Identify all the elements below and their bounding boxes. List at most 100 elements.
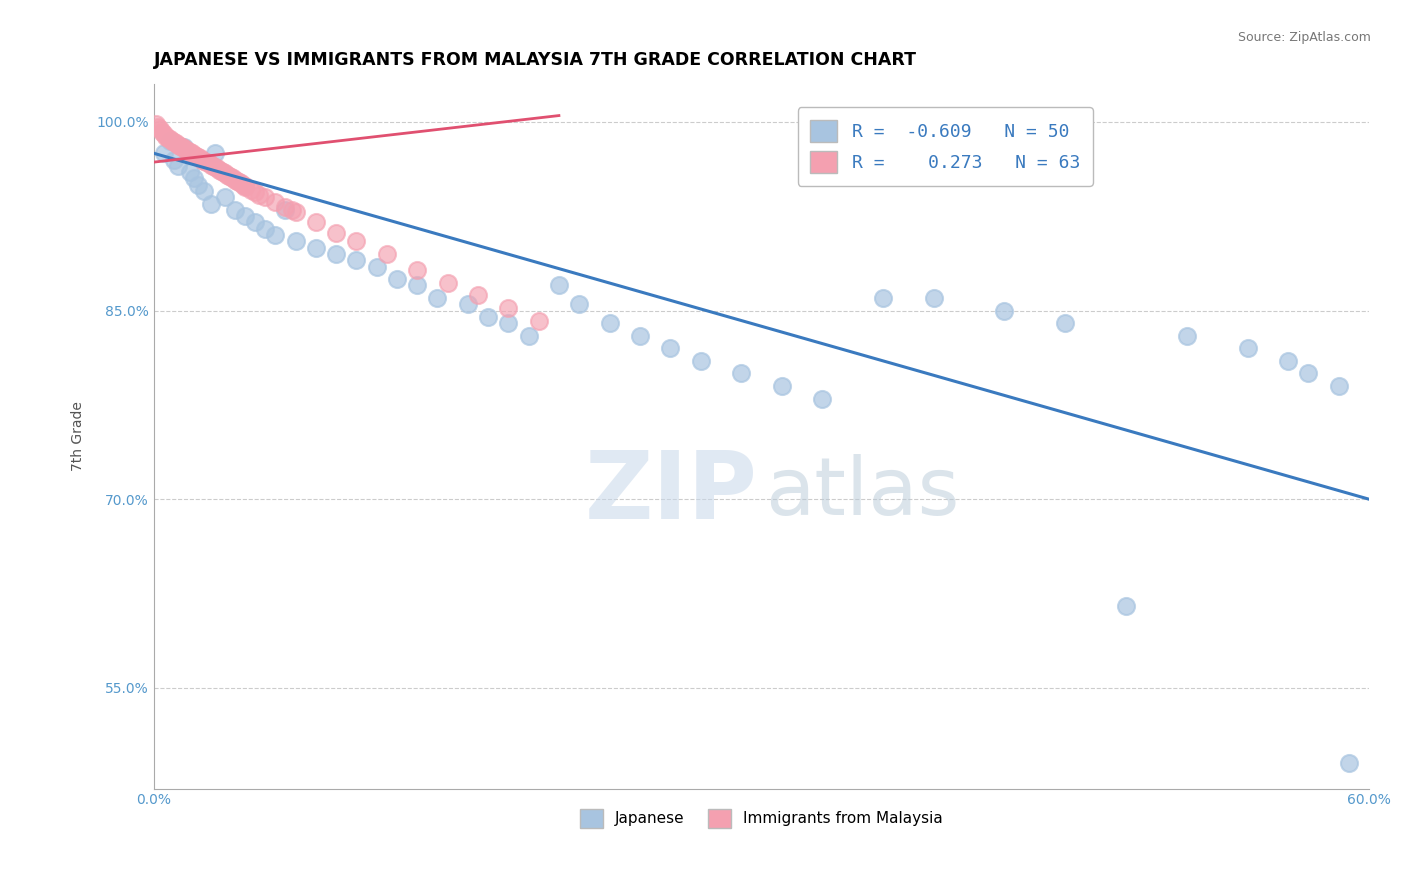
Point <box>628 328 651 343</box>
Point <box>325 247 347 261</box>
Point <box>169 138 191 153</box>
Text: atlas: atlas <box>765 454 959 532</box>
Point <box>689 354 711 368</box>
Point <box>149 122 172 136</box>
Point <box>187 150 209 164</box>
Text: ZIP: ZIP <box>585 447 758 539</box>
Point <box>204 160 226 174</box>
Point <box>173 141 195 155</box>
Point <box>165 136 187 151</box>
Point <box>1115 599 1137 614</box>
Point <box>477 310 499 324</box>
Point <box>457 297 479 311</box>
Point <box>247 187 270 202</box>
Point <box>179 165 201 179</box>
Point <box>1277 354 1299 368</box>
Point <box>172 140 194 154</box>
Point <box>167 137 190 152</box>
Point <box>205 161 228 176</box>
Point <box>233 180 256 194</box>
Point <box>548 278 571 293</box>
Point <box>174 143 197 157</box>
Point <box>146 120 169 134</box>
Y-axis label: 7th Grade: 7th Grade <box>72 401 86 471</box>
Point <box>200 196 222 211</box>
Point <box>159 134 181 148</box>
Point <box>243 215 266 229</box>
Point <box>214 190 236 204</box>
Text: Source: ZipAtlas.com: Source: ZipAtlas.com <box>1237 31 1371 45</box>
Point <box>770 379 793 393</box>
Point <box>232 178 254 192</box>
Point <box>229 177 252 191</box>
Point <box>325 226 347 240</box>
Point <box>163 135 186 149</box>
Point <box>344 253 367 268</box>
Point <box>187 178 209 192</box>
Point <box>517 328 540 343</box>
Point <box>224 202 246 217</box>
Point <box>498 301 520 315</box>
Point <box>209 164 232 178</box>
Point <box>204 146 226 161</box>
Point <box>305 241 328 255</box>
Point <box>177 144 200 158</box>
Point <box>1337 756 1360 771</box>
Point <box>1236 341 1258 355</box>
Point <box>993 303 1015 318</box>
Point <box>153 146 176 161</box>
Point <box>406 278 429 293</box>
Point <box>599 316 621 330</box>
Point <box>150 125 173 139</box>
Point <box>222 171 245 186</box>
Point <box>254 221 277 235</box>
Point <box>1298 367 1320 381</box>
Point <box>163 153 186 167</box>
Point <box>153 128 176 142</box>
Point <box>233 209 256 223</box>
Point <box>730 367 752 381</box>
Point <box>211 165 233 179</box>
Point <box>179 145 201 159</box>
Point <box>284 235 307 249</box>
Point <box>385 272 408 286</box>
Point <box>254 190 277 204</box>
Point <box>225 174 247 188</box>
Point <box>228 175 250 189</box>
Point <box>406 263 429 277</box>
Point <box>183 171 205 186</box>
Point <box>145 117 167 131</box>
Point <box>195 155 218 169</box>
Point <box>436 276 458 290</box>
Point <box>201 159 224 173</box>
Point <box>191 153 214 167</box>
Text: JAPANESE VS IMMIGRANTS FROM MALAYSIA 7TH GRADE CORRELATION CHART: JAPANESE VS IMMIGRANTS FROM MALAYSIA 7TH… <box>153 51 917 69</box>
Point <box>498 316 520 330</box>
Point <box>375 247 398 261</box>
Point <box>156 131 179 145</box>
Point <box>922 291 945 305</box>
Point <box>186 149 208 163</box>
Point <box>218 169 240 183</box>
Point <box>568 297 591 311</box>
Point <box>264 195 287 210</box>
Point <box>284 205 307 219</box>
Point <box>160 134 183 148</box>
Point <box>467 288 489 302</box>
Point <box>872 291 894 305</box>
Point <box>193 184 215 198</box>
Point <box>197 156 219 170</box>
Point <box>240 183 263 197</box>
Point <box>1054 316 1077 330</box>
Point <box>208 162 231 177</box>
Point <box>200 158 222 172</box>
Point <box>159 132 181 146</box>
Point <box>426 291 449 305</box>
Point <box>527 313 550 327</box>
Point <box>659 341 682 355</box>
Point <box>274 201 297 215</box>
Point <box>181 146 204 161</box>
Point <box>183 147 205 161</box>
Point <box>274 202 297 217</box>
Point <box>155 130 177 145</box>
